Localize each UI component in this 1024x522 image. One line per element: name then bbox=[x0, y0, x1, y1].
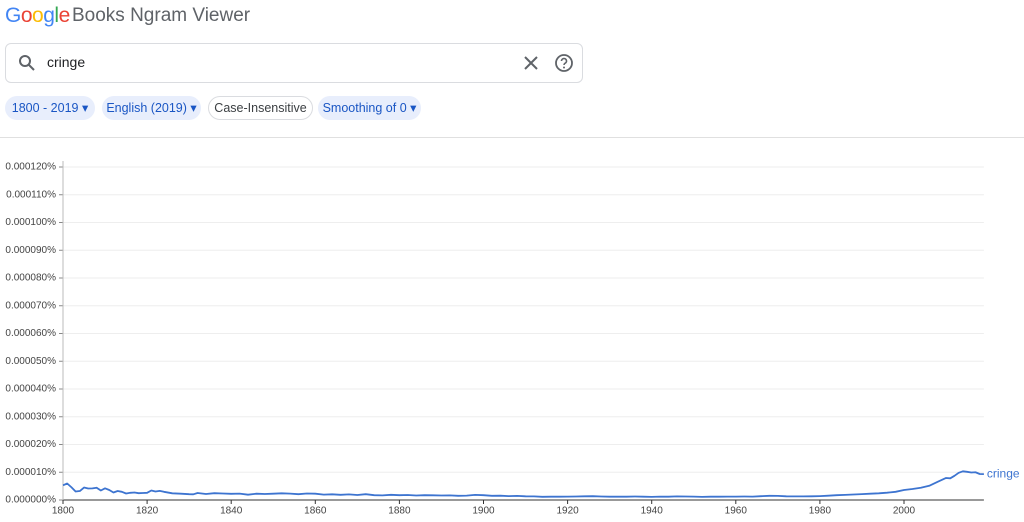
chip[interactable]: English (2019) ▾ bbox=[102, 96, 201, 120]
chip-label: 1800 - 2019 bbox=[11, 101, 79, 115]
chip-label: English (2019) bbox=[106, 101, 187, 115]
series-label: cringe bbox=[987, 466, 1020, 480]
chip[interactable]: Case-Insensitive bbox=[208, 96, 313, 120]
y-tick-label: 0.000060% bbox=[5, 328, 56, 339]
logo-letter: l bbox=[54, 4, 59, 27]
x-tick-label: 1920 bbox=[556, 506, 579, 517]
x-tick-label: 1840 bbox=[220, 506, 243, 517]
search-box[interactable]: cringe bbox=[5, 43, 583, 83]
chip[interactable]: Smoothing of 0 ▾ bbox=[318, 96, 421, 120]
y-tick-label: 0.000050% bbox=[5, 356, 56, 367]
x-tick-label: 1820 bbox=[136, 506, 159, 517]
y-tick-label: 0.000120% bbox=[5, 162, 56, 173]
y-tick-label: 0.000010% bbox=[5, 467, 56, 478]
y-tick-label: 0.000090% bbox=[5, 245, 56, 256]
divider bbox=[0, 137, 1024, 138]
clear-icon[interactable] bbox=[524, 56, 538, 70]
search-icon bbox=[19, 55, 35, 71]
y-tick-label: 0.000040% bbox=[5, 384, 56, 395]
y-tick-label: 0.000030% bbox=[5, 411, 56, 422]
logo-letter: G bbox=[5, 4, 21, 27]
search-query[interactable]: cringe bbox=[47, 54, 86, 70]
x-tick-label: 1960 bbox=[725, 506, 748, 517]
x-tick-label: 1880 bbox=[388, 506, 411, 517]
help-icon[interactable] bbox=[554, 53, 574, 73]
x-tick-label: 1900 bbox=[472, 506, 495, 517]
y-tick-label: 0.000110% bbox=[6, 189, 56, 200]
x-tick-label: 1860 bbox=[304, 506, 327, 517]
logo-letter: o bbox=[32, 4, 44, 27]
chip-label: Case-Insensitive bbox=[214, 101, 307, 115]
logo[interactable]: Google bbox=[5, 4, 70, 28]
x-tick-label: 1980 bbox=[809, 506, 832, 517]
y-tick-label: 0.000070% bbox=[5, 300, 56, 311]
chip[interactable]: 1800 - 2019 ▾ bbox=[5, 96, 95, 120]
x-tick-label: 1940 bbox=[641, 506, 664, 517]
x-tick-label: 1800 bbox=[52, 506, 75, 517]
y-tick-label: 0.000020% bbox=[5, 439, 56, 450]
logo-letter: g bbox=[43, 4, 55, 27]
chip-label: Smoothing of 0 bbox=[322, 101, 407, 115]
logo-letter: o bbox=[20, 4, 33, 27]
series-line bbox=[62, 470, 984, 498]
app-title: Books Ngram Viewer bbox=[72, 5, 251, 26]
y-tick-label: 0.000080% bbox=[5, 273, 56, 284]
x-tick-label: 2000 bbox=[893, 506, 916, 517]
y-tick-label: 0.000100% bbox=[5, 217, 56, 228]
y-tick-label: 0.000000% bbox=[5, 495, 56, 506]
logo-letter: e bbox=[58, 4, 71, 27]
